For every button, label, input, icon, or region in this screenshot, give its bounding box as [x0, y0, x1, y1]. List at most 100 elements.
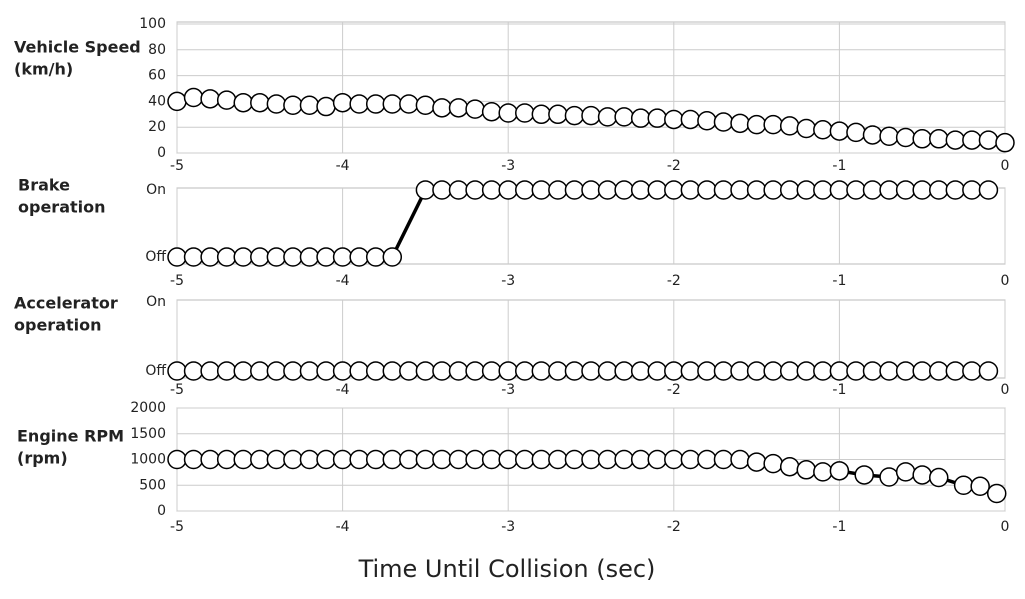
y-tick-label: Off — [145, 363, 166, 379]
data-point — [266, 361, 287, 381]
data-point — [316, 361, 336, 381]
y-axis-title: (km/h) — [14, 60, 73, 79]
data-point — [647, 361, 667, 381]
data-point — [763, 361, 783, 381]
data-point — [316, 96, 336, 117]
data-point — [895, 462, 916, 482]
data-point — [912, 465, 932, 485]
data-point — [349, 247, 369, 267]
y-axis-title: Brake — [18, 176, 70, 195]
data-point — [216, 247, 237, 267]
x-tick-label: -3 — [501, 158, 515, 174]
data-point — [299, 95, 320, 116]
data-point — [813, 361, 833, 381]
data-point — [879, 180, 899, 200]
data-point — [929, 129, 949, 149]
data-point — [448, 98, 469, 118]
data-point — [995, 132, 1015, 153]
data-point — [680, 109, 701, 130]
data-point — [432, 98, 452, 118]
data-point — [481, 180, 502, 200]
data-point — [564, 105, 585, 126]
data-point — [597, 449, 618, 470]
data-point — [597, 180, 618, 200]
x-tick-label: -2 — [667, 158, 681, 174]
data-point — [597, 107, 618, 127]
data-point — [953, 475, 974, 495]
data-point — [531, 449, 552, 470]
data-point — [548, 180, 568, 200]
data-point — [498, 361, 518, 381]
data-point — [680, 180, 701, 200]
y-tick-label: 80 — [148, 42, 166, 58]
data-point — [498, 449, 518, 470]
data-point — [548, 104, 568, 125]
y-axis-title: Engine RPM — [17, 427, 124, 446]
data-point — [382, 247, 403, 267]
data-point — [349, 449, 369, 470]
y-axis-title: operation — [14, 316, 102, 335]
x-tick-label: -1 — [832, 273, 846, 289]
data-point — [664, 109, 684, 130]
data-point — [597, 361, 618, 381]
data-point — [829, 180, 850, 200]
data-point — [846, 361, 866, 381]
y-tick-label: 1500 — [130, 426, 166, 442]
data-point — [465, 449, 485, 470]
data-point — [647, 180, 667, 200]
data-point — [332, 361, 353, 381]
data-point — [697, 361, 717, 381]
data-point — [763, 114, 783, 135]
data-point — [183, 449, 204, 470]
x-tick-label: -3 — [501, 382, 515, 398]
data-point — [713, 361, 734, 381]
data-point — [233, 361, 253, 381]
x-tick-label: -2 — [667, 382, 681, 398]
data-point — [216, 90, 237, 110]
y-tick-label: 0 — [157, 503, 166, 519]
y-tick-label: 60 — [148, 68, 166, 84]
y-tick-label: 500 — [139, 477, 166, 493]
data-point — [581, 180, 601, 200]
data-point — [664, 361, 684, 381]
data-point — [962, 361, 982, 381]
y-tick-label: Off — [145, 249, 166, 265]
data-point — [746, 361, 767, 381]
data-point — [978, 361, 999, 381]
x-tick-label: 0 — [1001, 273, 1010, 289]
data-point — [283, 95, 303, 116]
data-point — [879, 126, 899, 146]
data-point — [614, 180, 634, 200]
data-point — [647, 108, 667, 128]
data-point — [746, 180, 767, 200]
x-tick-label: 0 — [1001, 382, 1010, 398]
data-point — [895, 180, 916, 200]
data-point — [399, 94, 419, 114]
data-point — [548, 361, 568, 381]
data-point — [614, 361, 634, 381]
data-point — [250, 361, 270, 381]
data-point — [945, 130, 966, 150]
data-point — [266, 449, 287, 470]
data-point — [382, 361, 403, 381]
data-point — [365, 449, 386, 470]
data-point — [432, 361, 452, 381]
data-point — [829, 461, 850, 481]
data-point — [962, 180, 982, 200]
data-point — [813, 120, 833, 140]
x-tick-label: -2 — [667, 519, 681, 535]
data-point — [515, 361, 535, 381]
data-point — [332, 247, 353, 267]
data-point — [365, 247, 386, 267]
data-point — [200, 89, 220, 109]
data-point — [183, 87, 204, 108]
data-point — [945, 180, 966, 200]
data-point — [233, 92, 253, 113]
data-point — [531, 361, 552, 381]
x-tick-label: -5 — [170, 519, 184, 535]
data-point — [415, 449, 436, 470]
data-point — [697, 180, 717, 200]
data-point — [779, 180, 800, 200]
data-point — [564, 361, 585, 381]
